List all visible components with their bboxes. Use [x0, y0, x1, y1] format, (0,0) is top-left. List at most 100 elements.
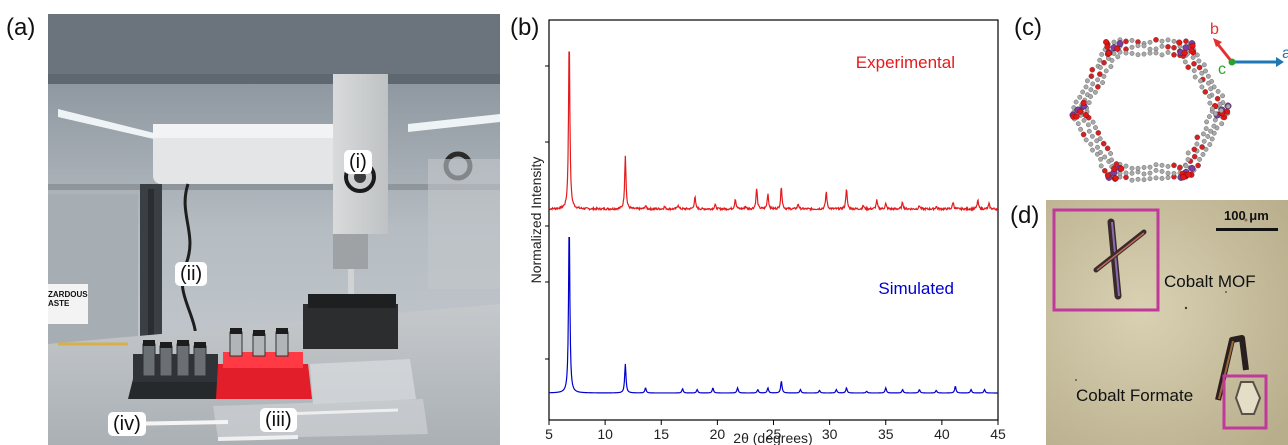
atom [1147, 170, 1153, 176]
series-labels: Experimental Simulated [856, 53, 955, 298]
hexagon-ring [1069, 36, 1232, 183]
atom [1205, 134, 1211, 139]
x-ticks: 5 10 15 20 25 30 35 40 45 [545, 420, 1006, 442]
atom [1185, 157, 1191, 163]
panel-label-b: (b) [510, 14, 540, 41]
atom [1123, 38, 1129, 45]
atom [1108, 64, 1114, 69]
x-tick-label: 20 [710, 426, 726, 442]
oxygen-atom [1082, 112, 1089, 119]
atom [1095, 130, 1102, 136]
axis-label-b: b [1210, 21, 1219, 38]
atom [1218, 108, 1224, 113]
atom [1102, 154, 1108, 160]
atom [1141, 43, 1147, 49]
micrograph-scene [1046, 200, 1288, 445]
atom [1159, 43, 1165, 49]
atom [1099, 52, 1105, 57]
atom [1217, 101, 1223, 107]
atom [1159, 168, 1165, 174]
atom [1203, 68, 1208, 74]
cobalt-atom [1188, 164, 1196, 172]
oxygen-atom [1077, 108, 1084, 115]
x-tick-label: 10 [597, 426, 613, 442]
oxygen-atom [1118, 165, 1125, 172]
atom [1093, 89, 1098, 95]
atom [1098, 65, 1103, 70]
axis-triad: b c a [1210, 21, 1288, 78]
atom [1206, 114, 1212, 120]
c-axis-dot [1228, 58, 1236, 66]
x-tick-label: 45 [990, 426, 1006, 442]
atom [1203, 126, 1209, 132]
atom [1192, 74, 1198, 80]
atom [1159, 175, 1165, 181]
hazardous-waste-sign: ZARDOUS ASTE [48, 290, 88, 308]
atom [1135, 176, 1141, 182]
atom [1196, 58, 1202, 64]
atom [1171, 52, 1177, 58]
xrd-chart: 5 10 15 20 25 30 35 40 45 Experimental Simulated … [505, 14, 1010, 445]
atom [1171, 44, 1177, 51]
series-label-simulated: Simulated [878, 279, 954, 298]
atom [1129, 37, 1135, 43]
oxygen-atom [1073, 113, 1080, 120]
atom [1083, 137, 1089, 143]
atom [1090, 119, 1096, 125]
axis-label-a: a [1282, 45, 1288, 62]
atom [1095, 144, 1100, 150]
atom [1129, 44, 1135, 50]
atom [1171, 38, 1177, 44]
atom [1103, 68, 1109, 74]
atom [1113, 161, 1120, 167]
atom [1080, 131, 1087, 138]
crystal-structure: b c a [1050, 14, 1288, 204]
atom [1165, 175, 1171, 181]
atom [1101, 59, 1107, 66]
atom [1153, 162, 1159, 168]
atom [1208, 128, 1214, 134]
atom [1097, 57, 1103, 63]
atom [1197, 156, 1203, 162]
atom [1141, 165, 1147, 170]
x-tick-label: 25 [766, 426, 782, 442]
atom [1200, 151, 1206, 157]
cobalt-formate-crystal [1215, 335, 1262, 415]
atom [1090, 147, 1095, 153]
atom [1147, 39, 1153, 45]
atom [1083, 84, 1089, 90]
series-line-experimental [548, 51, 999, 212]
atom [1199, 144, 1205, 150]
atom [1095, 84, 1101, 90]
atom [1199, 70, 1205, 76]
cobalt-mof-label: Cobalt MOF [1164, 272, 1256, 291]
oxygen-atom [1176, 39, 1183, 46]
atom [1147, 50, 1153, 56]
axis-label-c: c [1218, 61, 1226, 78]
atom [1153, 50, 1159, 56]
x-tick-label: 35 [878, 426, 894, 442]
atom [1153, 36, 1159, 43]
atom [1129, 170, 1135, 176]
atom [1209, 106, 1215, 112]
scale-bar-label: 100 μm [1224, 208, 1269, 223]
atom [1109, 157, 1114, 163]
atom [1185, 150, 1191, 156]
atom [1080, 89, 1086, 95]
atom [1123, 50, 1129, 56]
atom [1190, 55, 1196, 60]
atom [1183, 163, 1189, 169]
atom [1191, 68, 1197, 73]
atom [1100, 80, 1105, 86]
oxygen-atom [1105, 50, 1112, 57]
atom [1185, 64, 1191, 71]
atom [1153, 167, 1159, 173]
atom [1111, 51, 1117, 56]
scale-bar-line [1216, 228, 1278, 231]
atom [1200, 131, 1206, 137]
atom [1211, 123, 1217, 129]
atom [1219, 121, 1225, 127]
atom [1208, 86, 1214, 92]
x-tick-label: 40 [934, 426, 950, 442]
